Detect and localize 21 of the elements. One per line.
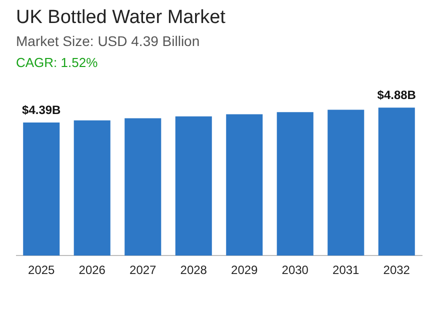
chart-subtitle: Market Size: USD 4.39 Billion [16, 32, 201, 51]
x-tick-label: 2025 [28, 263, 56, 278]
bar [276, 112, 314, 256]
data-label: $4.39B [22, 102, 62, 117]
bar [124, 118, 162, 256]
text: CAGR: 1.52% [16, 54, 99, 72]
bar [226, 114, 263, 256]
x-tick-label: 2030 [282, 263, 309, 278]
x-tick-label: 2032 [383, 263, 410, 278]
chart-title: UK Bottled Water Market [16, 6, 226, 30]
x-tick-label: 2029 [231, 263, 258, 278]
data-label: $4.88B [377, 88, 416, 102]
bar [378, 108, 415, 256]
bar [74, 120, 110, 256]
bar [175, 116, 212, 256]
x-tick-label: 2027 [130, 263, 157, 278]
bar [23, 122, 60, 256]
x-tick-label: 2026 [78, 263, 106, 278]
bar [328, 110, 364, 256]
x-tick-label: 2028 [180, 263, 208, 278]
x-tick-label: 2031 [332, 263, 360, 278]
